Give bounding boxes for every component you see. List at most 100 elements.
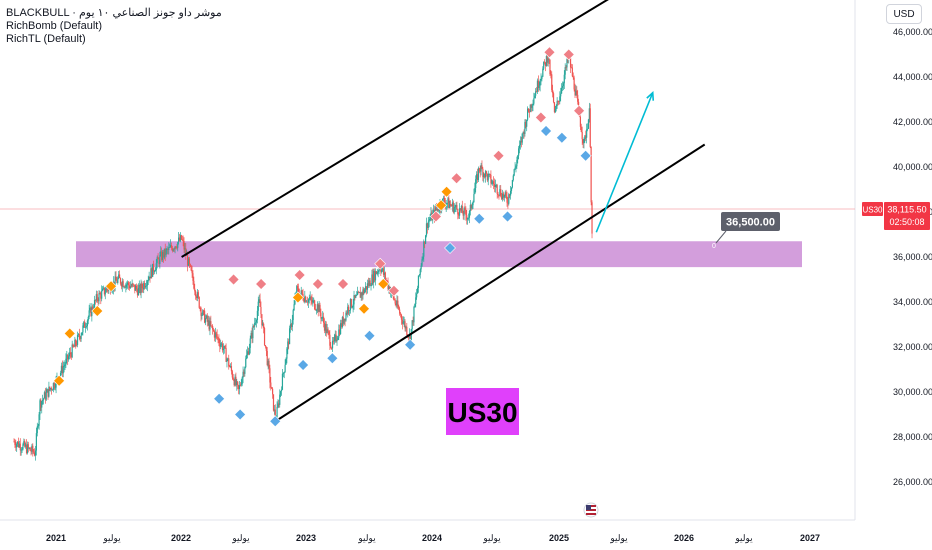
candle-body xyxy=(24,441,26,447)
candle-body xyxy=(399,313,402,315)
candle-body xyxy=(184,248,186,250)
candle-body xyxy=(435,207,437,211)
candle-body xyxy=(492,181,494,184)
candle-body xyxy=(316,304,318,311)
legend-symbol-line[interactable]: BLACKBULL · موشر داو جونز الصناعي ١٠ يوم xyxy=(6,7,222,19)
time-axis[interactable]: 2021 يوليو 2022 يوليو 2023 يوليو 2024 يوليو 2025… xyxy=(46,533,820,544)
candle-body xyxy=(365,286,368,290)
currency-button[interactable]: USD xyxy=(886,4,922,24)
candle-body xyxy=(516,159,518,167)
sell-signal-marker xyxy=(374,257,387,270)
price-axis[interactable]: 26,000.00 28,000.00 30,000.00 32,000.00 34,0… xyxy=(893,27,932,487)
candle-body xyxy=(242,371,244,378)
candle-body xyxy=(178,237,180,243)
candle-body xyxy=(546,55,548,63)
candle-body xyxy=(531,105,533,108)
candle-body xyxy=(433,209,435,214)
candle-body xyxy=(426,223,428,229)
candle-body xyxy=(348,306,350,311)
candle-body xyxy=(554,109,556,113)
us30-big-label-text: US30 xyxy=(447,397,517,428)
candle-body xyxy=(15,444,17,448)
time-tick-label: يوليو xyxy=(482,533,501,544)
candle-body xyxy=(480,165,482,172)
candle-body xyxy=(297,288,300,294)
candle-body xyxy=(413,306,415,323)
candle-body xyxy=(405,326,407,329)
candle-body xyxy=(288,341,290,345)
candle-body xyxy=(120,283,122,287)
us-flag-event-icon[interactable] xyxy=(583,502,599,518)
candle-body xyxy=(518,145,521,149)
candle-body xyxy=(25,444,28,454)
candle-body xyxy=(417,275,420,288)
candle-body xyxy=(536,80,539,92)
sell-signal-marker xyxy=(450,172,463,185)
candle-body xyxy=(339,323,342,335)
candle-body xyxy=(207,320,209,322)
candle-body xyxy=(202,310,204,315)
candle-body xyxy=(408,336,410,338)
candle-body xyxy=(508,194,510,204)
candle-body xyxy=(352,304,354,307)
projection-arrow-line xyxy=(595,92,654,233)
candle-body xyxy=(118,274,121,279)
level-marker-text: 0 xyxy=(712,243,716,250)
buy-signal-marker xyxy=(579,149,592,162)
candle-body xyxy=(253,325,255,327)
candle-body xyxy=(141,283,143,288)
candle-body xyxy=(45,392,47,400)
candle-body xyxy=(80,335,82,339)
candle-body xyxy=(140,283,142,294)
candle-body xyxy=(363,289,365,294)
legend-indicator-richtl[interactable]: RichTL (Default) xyxy=(6,33,86,45)
candle-body xyxy=(459,208,461,216)
candle-body xyxy=(89,307,91,311)
candle-body xyxy=(252,325,254,339)
candle-body xyxy=(165,249,167,256)
candle-body xyxy=(155,263,157,271)
time-tick-label: 2024 xyxy=(422,533,442,543)
buy-signal-marker xyxy=(363,329,376,342)
candle-body xyxy=(271,387,273,389)
candle-body xyxy=(303,299,305,302)
candle-body xyxy=(264,345,267,347)
candle-body xyxy=(347,306,349,314)
orange-signal-marker xyxy=(63,327,76,340)
price-tick-label: 46,000.00 xyxy=(893,27,932,37)
candle-body xyxy=(394,299,396,304)
candle-body xyxy=(215,332,217,335)
support-zone[interactable] xyxy=(76,241,802,268)
candle-body xyxy=(44,392,46,400)
price-tick-label: 40,000.00 xyxy=(893,162,932,172)
candle-body xyxy=(416,293,418,298)
candle-body xyxy=(318,304,320,312)
candle-body xyxy=(76,344,78,346)
candle-body xyxy=(350,299,352,308)
candle-body xyxy=(71,344,73,358)
candle-body xyxy=(142,287,144,290)
price-tag[interactable]: US30 38,115.50 02:50:08 xyxy=(862,202,930,230)
candle-body xyxy=(218,338,220,344)
candle-body xyxy=(209,321,211,330)
us30-big-label[interactable]: US30 xyxy=(446,388,519,435)
candle-body xyxy=(29,447,31,451)
candle-body xyxy=(577,94,579,102)
candle-body xyxy=(314,309,317,311)
candle-body xyxy=(94,300,97,301)
candle-body xyxy=(341,316,343,327)
drawing-tools[interactable] xyxy=(181,0,706,423)
candle-body xyxy=(540,79,542,81)
candle-body xyxy=(152,263,154,277)
candle-body xyxy=(87,316,89,321)
candle-body xyxy=(566,58,568,68)
candle-body xyxy=(16,441,19,444)
candle-body xyxy=(534,95,536,99)
candle-body xyxy=(95,294,97,301)
candle-body xyxy=(72,344,74,347)
candle-body xyxy=(276,406,278,421)
level-label[interactable]: 36,500.00 0 xyxy=(712,212,780,250)
legend-indicator-richbomb[interactable]: RichBomb (Default) xyxy=(6,20,102,32)
candle-body xyxy=(293,304,295,311)
